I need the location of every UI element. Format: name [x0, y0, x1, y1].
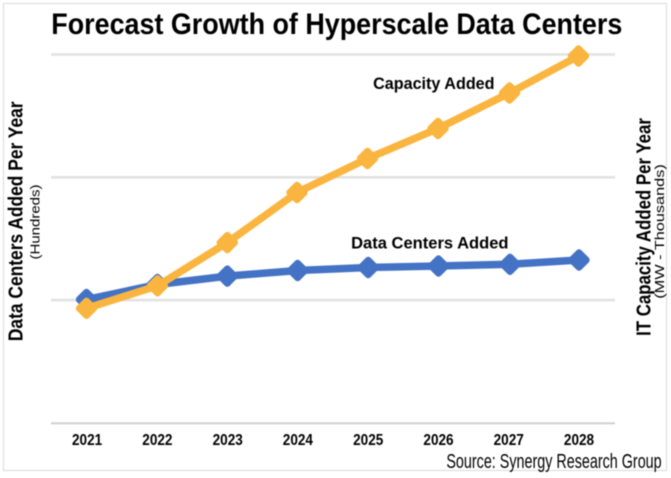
svg-text:2025: 2025: [353, 432, 383, 449]
svg-text:Capacity Added: Capacity Added: [373, 74, 494, 93]
svg-text:(MW - Thousands): (MW - Thousands): [653, 164, 667, 299]
svg-text:2023: 2023: [213, 432, 243, 449]
svg-text:2027: 2027: [494, 432, 524, 449]
svg-text:Forecast Growth of Hyperscale: Forecast Growth of Hyperscale Data Cente…: [51, 8, 622, 42]
svg-text:2028: 2028: [564, 432, 594, 449]
svg-text:2021: 2021: [72, 432, 102, 449]
svg-text:Data Centers Added Per Year: Data Centers Added Per Year: [4, 101, 26, 341]
svg-text:IT Capacity Added Per Year: IT Capacity Added Per Year: [632, 118, 655, 336]
svg-text:2024: 2024: [283, 432, 314, 449]
svg-text:Data Centers Added: Data Centers Added: [351, 233, 508, 252]
svg-text:2026: 2026: [423, 432, 453, 449]
svg-text:Source: Synergy Research Group: Source: Synergy Research Group: [446, 450, 661, 473]
svg-text:(Hundreds): (Hundreds): [27, 185, 42, 260]
svg-text:2022: 2022: [142, 432, 172, 449]
